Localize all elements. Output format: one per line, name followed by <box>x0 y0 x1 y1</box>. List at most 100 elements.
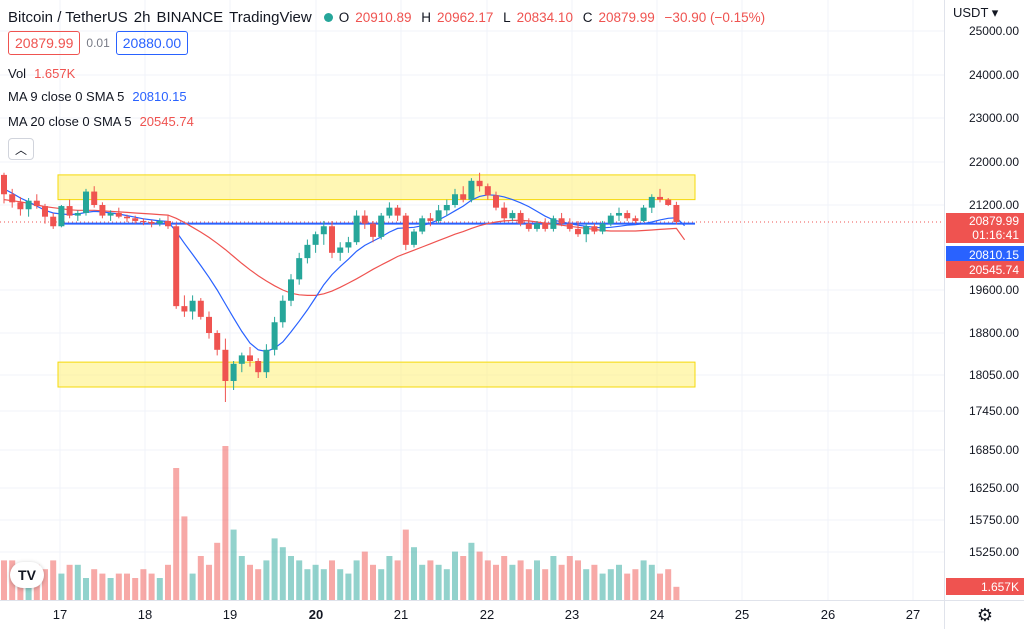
price-tick-label: 19600.00 <box>969 283 1019 297</box>
last-price-label: 20879.99 <box>969 214 1019 228</box>
candle-body <box>156 220 163 224</box>
volume-bar <box>91 569 98 600</box>
volume-bar <box>288 556 294 600</box>
ma20-legend[interactable]: MA 20 close 0 SMA 5 20545.74 <box>8 109 777 134</box>
volume-bar <box>329 560 335 600</box>
candle-body <box>42 206 48 217</box>
price-axis[interactable]: 25000.00 24000.00 23000.00 22000.00 21200.00… <box>944 0 1024 600</box>
price-tick-label: 21200.00 <box>969 198 1019 212</box>
volume-bar <box>501 556 508 600</box>
volume-bar <box>1 560 7 600</box>
candle-body <box>74 212 81 216</box>
candle-body <box>558 218 565 224</box>
candle-body <box>99 205 106 216</box>
volume-bar <box>378 569 385 600</box>
candle-body <box>493 195 499 208</box>
candle-body <box>288 279 294 301</box>
candle-body <box>353 215 360 243</box>
volume-bar <box>247 564 253 600</box>
volume-bar <box>575 560 581 600</box>
candle-body <box>1 174 7 195</box>
ma20-price-label: 20545.74 <box>969 263 1019 277</box>
currency-selector[interactable]: USDT ▾ <box>953 5 999 20</box>
volume-bar <box>83 578 89 600</box>
candle-body <box>173 226 180 307</box>
ma9-legend[interactable]: MA 9 close 0 SMA 5 20810.15 <box>8 84 777 109</box>
candle-body <box>468 180 475 200</box>
candle-body <box>9 194 16 203</box>
candle-body <box>452 194 458 205</box>
candle-body <box>542 223 549 229</box>
price-chart[interactable] <box>0 0 944 600</box>
candle-body <box>517 212 524 224</box>
volume-bar <box>107 578 114 600</box>
candle-body <box>419 218 426 232</box>
candle-body <box>665 199 672 205</box>
price-tick-label: 16850.00 <box>969 443 1019 457</box>
sell-button[interactable]: 20879.99 <box>8 31 81 55</box>
volume-price-label: 1.657K <box>981 580 1019 594</box>
candle-body <box>411 231 417 245</box>
high-value: 20962.17 <box>437 9 494 25</box>
candle-body <box>575 228 581 235</box>
volume-bar <box>370 564 376 600</box>
candle-body <box>107 212 114 216</box>
volume-bar <box>525 569 532 600</box>
candle-body <box>370 223 376 237</box>
gear-icon: ⚙ <box>976 604 994 625</box>
symbol-name[interactable]: Bitcoin / TetherUS <box>8 8 128 26</box>
price-tick-label: 17450.00 <box>969 404 1019 418</box>
volume-bar <box>591 564 598 600</box>
volume-bar <box>222 446 229 600</box>
volume-bar <box>616 564 622 600</box>
candle-body <box>550 218 557 229</box>
volume-bar <box>468 542 475 600</box>
volume-bar <box>583 569 590 600</box>
volume-value: 1.657K <box>34 65 76 81</box>
candle-body <box>115 212 122 217</box>
collapse-legend-button[interactable]: ︿ <box>8 138 34 160</box>
volume-bar <box>181 516 188 600</box>
buy-button[interactable]: 20880.00 <box>115 31 189 55</box>
volume-bar <box>99 573 106 600</box>
time-tick-label: 25 <box>735 607 749 622</box>
candle-body <box>91 191 98 205</box>
candle-body <box>255 361 262 373</box>
volume-bar <box>599 573 606 600</box>
candle-body <box>460 194 467 200</box>
candle-body <box>263 349 270 373</box>
candle-body <box>296 258 303 280</box>
highlight-zone <box>57 174 696 201</box>
candle-body <box>427 218 434 221</box>
candle-body <box>148 222 155 224</box>
tradingview-logo[interactable]: TV <box>10 562 44 588</box>
ma9-line <box>3 188 686 353</box>
price-tick-label: 15750.00 <box>969 513 1019 527</box>
volume-bar <box>156 578 163 600</box>
chart-settings-button[interactable]: ⚙ <box>944 600 1024 629</box>
time-tick-label: 20 <box>309 607 323 622</box>
volume-bar <box>320 569 327 600</box>
interval-label[interactable]: 2h <box>133 8 151 26</box>
source-label: TradingView <box>229 8 312 26</box>
candle-body <box>337 247 344 253</box>
tv-logo-icon: TV <box>18 567 36 583</box>
volume-bar <box>189 573 196 600</box>
volume-bar <box>173 468 180 600</box>
candle-body <box>50 216 57 227</box>
volume-bar <box>550 556 557 600</box>
price-tick-label: 24000.00 <box>969 68 1019 82</box>
volume-bar <box>648 564 655 600</box>
chart-pane[interactable] <box>0 0 944 600</box>
volume-bar <box>132 578 139 600</box>
volume-bar <box>271 538 278 600</box>
volume-bar <box>361 551 368 600</box>
time-axis[interactable]: 17 18 19 20 21 22 23 24 25 26 27 <box>0 600 944 629</box>
candle-body <box>378 215 385 237</box>
candle-body <box>271 322 278 350</box>
volume-bar <box>534 560 540 600</box>
time-tick-label: 26 <box>821 607 835 622</box>
volume-legend[interactable]: Vol 1.657K <box>8 62 777 84</box>
candle-body <box>206 316 212 333</box>
candle-body <box>673 205 680 222</box>
